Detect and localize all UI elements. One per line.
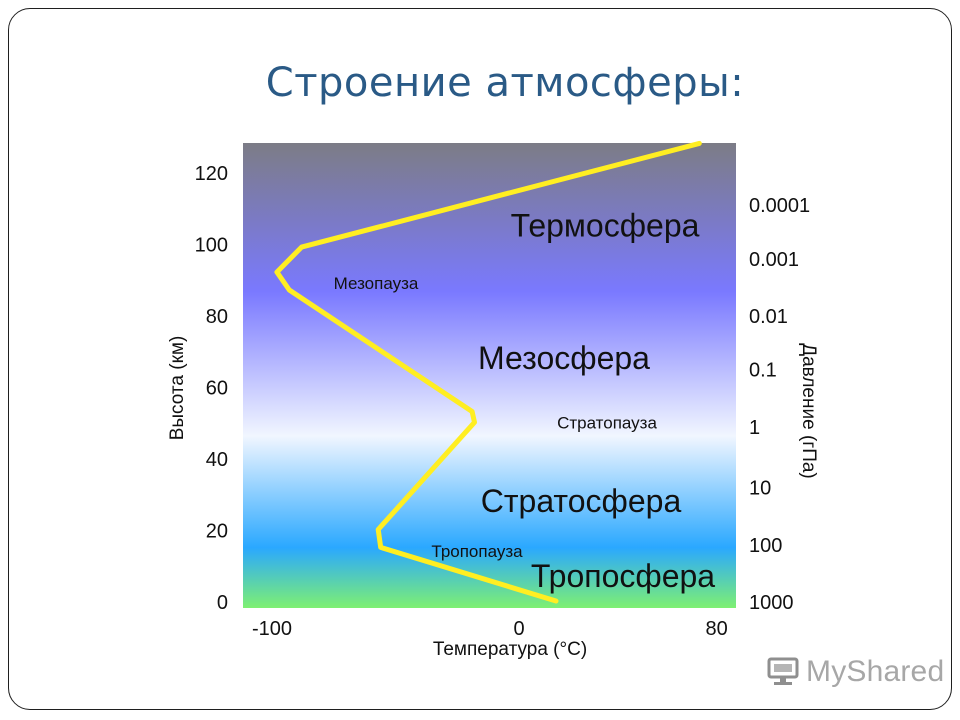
- layer-label: Стратосфера: [481, 483, 682, 519]
- temperature-series: [274, 140, 702, 604]
- watermark: MyShared: [766, 655, 944, 689]
- y-tick-label: 60: [206, 378, 228, 400]
- pressure-tick-label: 0.01: [749, 306, 788, 328]
- x-tick-label: 80: [705, 618, 727, 640]
- monitor-icon: [767, 657, 799, 685]
- layer-label: Мезосфера: [478, 340, 650, 376]
- pressure-tick-label: 0.001: [749, 249, 799, 271]
- layer-label: Мезопауза: [334, 274, 419, 293]
- x-axis-label: Температура (°С): [433, 639, 587, 660]
- plot-area-background: [243, 143, 736, 608]
- layer-label: Стратопауза: [557, 413, 657, 432]
- x-axis-ticks: -100 0 80: [252, 618, 728, 640]
- layer-labels: Термосфера Мезопауза Мезосфера Стратопауза С…: [334, 208, 716, 594]
- watermark-text: MyShared: [806, 655, 945, 688]
- y-tick-label: 100: [195, 235, 228, 257]
- pressure-axis-label: Давление (гПа): [798, 343, 819, 479]
- pressure-tick-label: 0.1: [749, 360, 777, 382]
- layer-label: Тропопауза: [431, 542, 523, 561]
- y-axis-label: Высота (км): [167, 336, 188, 441]
- pressure-tick-label: 0.0001: [749, 195, 810, 217]
- pressure-tick-label: 10: [749, 478, 771, 500]
- y-tick-label: 0: [217, 592, 228, 614]
- layer-label: Термосфера: [511, 208, 700, 244]
- y-tick-label: 40: [206, 449, 228, 471]
- y-tick-label: 120: [195, 163, 228, 185]
- y-tick-label: 20: [206, 521, 228, 543]
- x-tick-label: 0: [513, 618, 524, 640]
- pressure-tick-label: 1000: [749, 592, 794, 614]
- layer-label: Тропосфера: [531, 558, 715, 594]
- pressure-tick-label: 100: [749, 535, 782, 557]
- y-axis-ticks: 0 20 40 60 80 100 120: [195, 163, 228, 614]
- x-tick-label: -100: [252, 618, 292, 640]
- pressure-tick-label: 1: [749, 417, 760, 439]
- pressure-axis-ticks: 1000 100 10 1 0.1 0.01 0.001 0.0001: [749, 195, 810, 614]
- y-tick-label: 80: [206, 306, 228, 328]
- slide-title: Строение атмосферы:: [265, 60, 745, 106]
